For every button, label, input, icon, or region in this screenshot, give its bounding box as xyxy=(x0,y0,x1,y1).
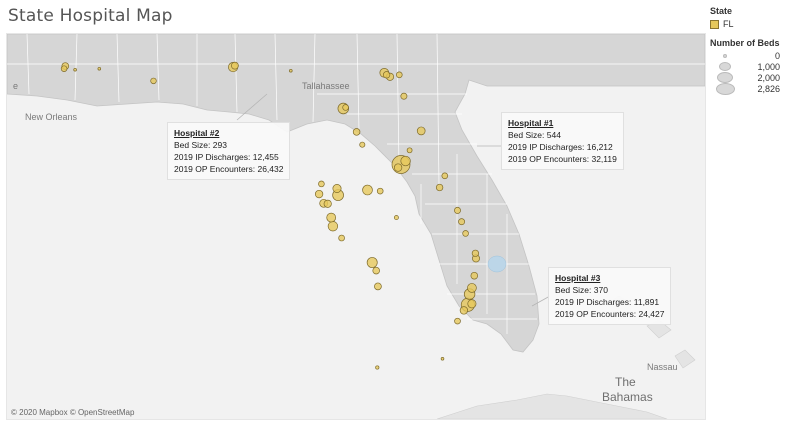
lakes xyxy=(487,255,507,273)
callout-hospital-1-ip: 2019 IP Discharges: 16,212 xyxy=(508,142,613,152)
hospital-marker[interactable] xyxy=(327,221,339,232)
hospital-marker[interactable] xyxy=(374,282,382,291)
hospital-marker[interactable] xyxy=(470,271,479,280)
callout-hospital-2-ip: 2019 IP Discharges: 12,455 xyxy=(174,152,279,162)
hospital-marker[interactable] xyxy=(150,77,157,85)
legend-state-title: State xyxy=(710,6,733,16)
callout-hospital-1-name[interactable]: Hospital #1 xyxy=(508,118,554,128)
callout-hospital-3[interactable]: Hospital #3 Bed Size: 370 2019 IP Discha… xyxy=(548,267,672,325)
hospital-marker[interactable] xyxy=(231,61,239,70)
hospital-marker[interactable] xyxy=(400,155,411,167)
map-canvas[interactable]: e New Orleans Tallahassee Nassau The Bah… xyxy=(6,33,706,420)
hospital-marker[interactable] xyxy=(467,299,477,309)
place-label-tallahassee: Tallahassee xyxy=(302,81,350,91)
legend-beds-symbol xyxy=(715,82,735,95)
legend-state-item[interactable]: FL xyxy=(710,18,780,30)
callout-hospital-2-beds: Bed Size: 293 xyxy=(174,140,227,150)
hospital-marker[interactable] xyxy=(332,184,342,194)
hospital-marker[interactable] xyxy=(393,215,399,221)
hospital-marker[interactable] xyxy=(314,189,324,199)
callout-hospital-2-op: 2019 OP Encounters: 26,432 xyxy=(174,164,284,174)
hospital-marker[interactable] xyxy=(73,67,77,72)
lake-okeechobee xyxy=(487,255,507,273)
legend-beds-item: 1,000 xyxy=(710,61,780,72)
callout-hospital-1[interactable]: Hospital #1 Bed Size: 544 2019 IP Discha… xyxy=(501,112,624,170)
legend-beds-label: 2,826 xyxy=(757,83,780,94)
hospital-marker[interactable] xyxy=(454,317,461,325)
hospital-marker[interactable] xyxy=(382,71,391,79)
page-title: State Hospital Map xyxy=(8,6,173,26)
hospital-marker[interactable] xyxy=(467,283,477,293)
map-svg[interactable]: e New Orleans Tallahassee Nassau The Bah… xyxy=(7,34,705,419)
legend-beds-label: 2,000 xyxy=(757,72,780,83)
place-label-new-orleans-fragment: e xyxy=(13,81,18,91)
legend-state-label: FL xyxy=(723,19,734,29)
hospital-marker[interactable] xyxy=(352,128,361,136)
us-mainland-land xyxy=(7,34,705,353)
place-label-bahamas: Bahamas xyxy=(602,390,653,404)
callout-hospital-1-op: 2019 OP Encounters: 32,119 xyxy=(508,154,617,164)
hospital-marker[interactable] xyxy=(326,212,337,223)
legend-beds-item: 0 xyxy=(710,50,780,61)
hospital-marker[interactable] xyxy=(376,187,384,195)
boundary-lines xyxy=(7,34,705,334)
hospital-marker[interactable] xyxy=(471,249,480,257)
callout-hospital-2-name[interactable]: Hospital #2 xyxy=(174,128,220,138)
callout-leader-lines xyxy=(236,93,551,307)
callout-hospital-3-op: 2019 OP Encounters: 24,427 xyxy=(555,309,665,319)
legend-beds-item: 2,000 xyxy=(710,72,780,83)
hospital-marker[interactable] xyxy=(372,266,380,275)
legend-beds-symbol xyxy=(717,72,733,83)
hospital-marker[interactable] xyxy=(359,141,366,148)
hospital-marker[interactable] xyxy=(289,68,293,73)
hospital-marker[interactable] xyxy=(342,104,349,111)
hospital-marker[interactable] xyxy=(318,180,325,188)
map-attribution[interactable]: © 2020 Mapbox © OpenStreetMap xyxy=(11,408,135,417)
hospital-marker[interactable] xyxy=(416,126,426,136)
callout-hospital-2[interactable]: Hospital #2 Bed Size: 293 2019 IP Discha… xyxy=(167,122,291,180)
place-label-new-orleans: New Orleans xyxy=(25,112,78,122)
legend-beds-symbol xyxy=(719,62,731,71)
hospital-marker[interactable] xyxy=(366,257,378,268)
hospital-marker[interactable] xyxy=(400,92,408,100)
hospital-marker[interactable] xyxy=(406,147,413,154)
hospital-marker[interactable] xyxy=(454,206,461,214)
place-label-nassau: Nassau xyxy=(647,362,678,372)
hospital-marker[interactable] xyxy=(440,357,445,361)
callout-hospital-3-beds: Bed Size: 370 xyxy=(555,285,608,295)
hospital-marker[interactable] xyxy=(435,183,444,192)
hospital-marker[interactable] xyxy=(60,65,68,72)
hospital-marker[interactable] xyxy=(338,234,345,242)
place-label-the: The xyxy=(615,375,636,389)
callout-hospital-1-beds: Bed Size: 544 xyxy=(508,130,561,140)
land-layer xyxy=(7,34,705,419)
callout-hospital-3-name[interactable]: Hospital #3 xyxy=(555,273,601,283)
hospital-markers[interactable] xyxy=(60,61,480,370)
hospital-marker[interactable] xyxy=(459,306,469,315)
legend-beds-label: 0 xyxy=(774,50,780,61)
hospital-marker[interactable] xyxy=(462,230,469,237)
cuba-land xyxy=(436,393,668,419)
legend-state-swatch xyxy=(710,19,719,29)
legend-beds-label: 1,000 xyxy=(757,61,780,72)
hospital-marker[interactable] xyxy=(393,163,403,172)
hospital-marker[interactable] xyxy=(441,172,449,180)
hospital-marker[interactable] xyxy=(362,184,373,196)
hospital-marker[interactable] xyxy=(375,365,380,370)
hospital-marker[interactable] xyxy=(97,66,102,71)
hospital-marker[interactable] xyxy=(396,71,403,79)
legend-beds-title: Number of Beds xyxy=(710,38,780,48)
hospital-marker[interactable] xyxy=(458,218,466,226)
callout-hospital-3-ip: 2019 IP Discharges: 11,891 xyxy=(555,297,660,307)
legend: State FL Number of Beds 0 1,000 2,000 2,… xyxy=(710,6,780,95)
hospital-marker[interactable] xyxy=(323,199,332,208)
legend-beds-symbol xyxy=(723,53,727,58)
legend-beds-item: 2,826 xyxy=(710,82,780,95)
